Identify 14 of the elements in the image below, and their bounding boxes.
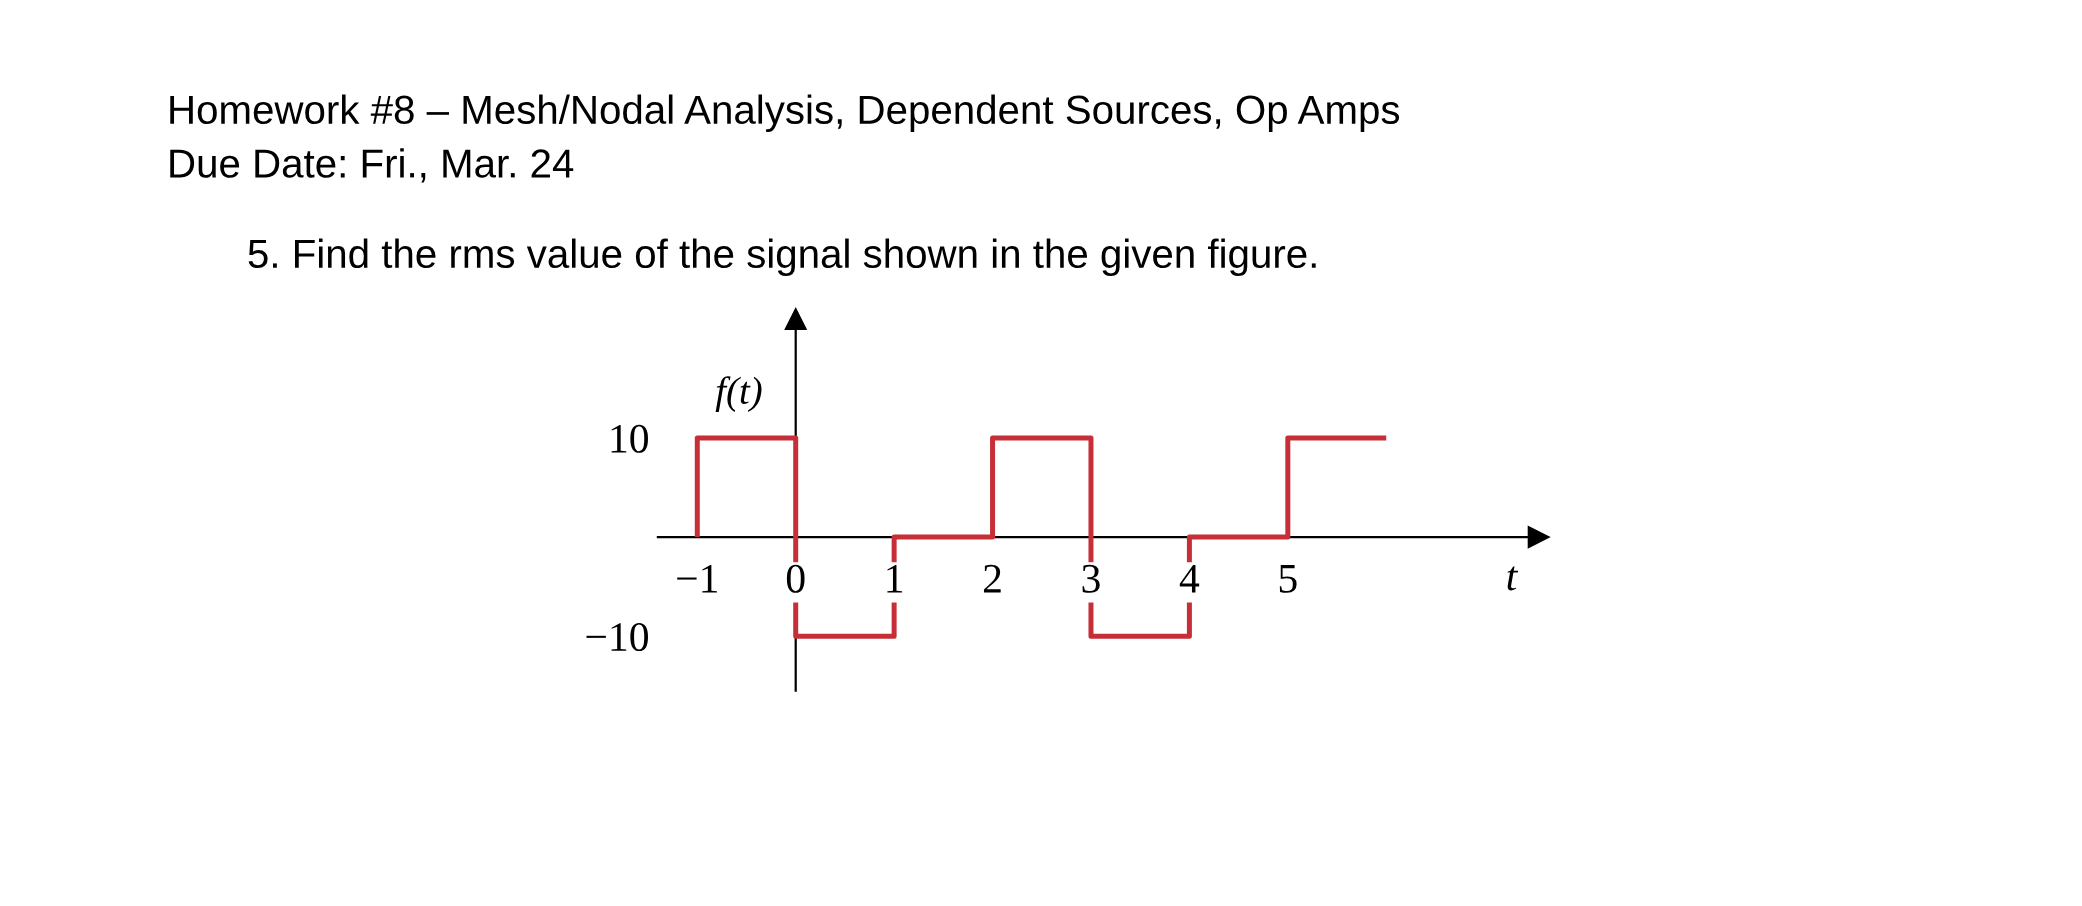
text: 5. Find the rms value of the signal shown in the given figure. [248, 238, 1316, 277]
x-tick-label: −1 [677, 564, 717, 593]
chart-title: Homework #8 – Mesh/Nodal Analysis, Dependent Sources, Op Amps [170, 94, 1400, 133]
x-tick-label: 3 [1082, 564, 1100, 593]
x-tick-label: 2 [983, 564, 1001, 593]
chart-subtitle: Due Date: Fri., Mar. 24 [170, 148, 574, 183]
x-axis-title: t [1507, 566, 1519, 591]
y-tick-label: 10 [611, 424, 648, 453]
x-tick-label: 4 [1179, 564, 1200, 593]
y-tick-label: −10 [586, 622, 648, 652]
x-tick-label: 1 [887, 564, 903, 593]
x-tick-label: 0 [786, 564, 805, 593]
x-tick-label: 5 [1279, 565, 1297, 593]
y-axis-title: f(t) [715, 376, 762, 412]
